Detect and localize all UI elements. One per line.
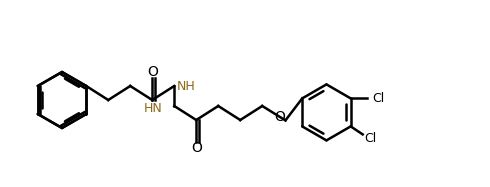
Text: NH: NH xyxy=(177,79,196,93)
Text: O: O xyxy=(191,141,202,155)
Text: Cl: Cl xyxy=(365,132,377,145)
Text: O: O xyxy=(274,110,285,124)
Text: O: O xyxy=(147,65,158,79)
Text: Cl: Cl xyxy=(373,92,385,105)
Text: HN: HN xyxy=(144,102,162,114)
